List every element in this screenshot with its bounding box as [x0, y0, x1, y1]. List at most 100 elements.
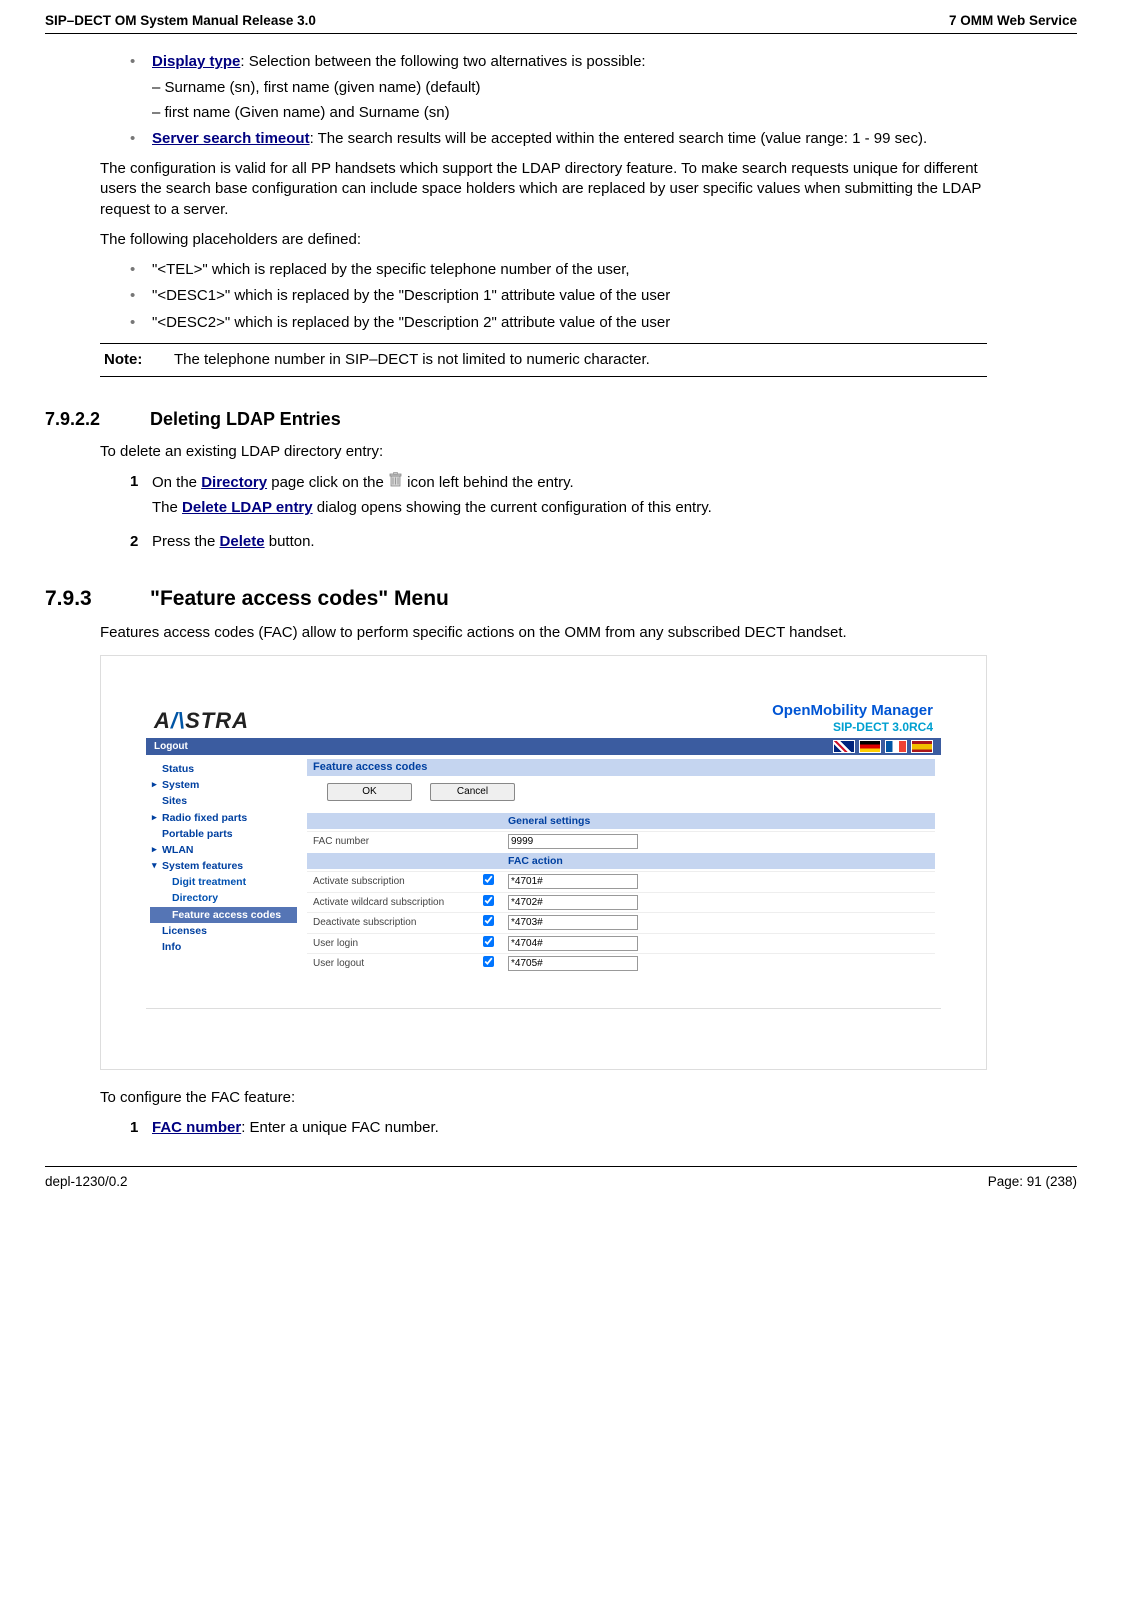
display-type-label: Display type — [152, 53, 240, 70]
fac-number-label: FAC number — [313, 835, 483, 849]
nav-status[interactable]: Status — [150, 761, 297, 777]
step1-line2b: dialog opens showing the current configu… — [313, 499, 712, 516]
activate-wildcard-label: Activate wildcard subscription — [313, 896, 483, 910]
fac-number-text: : Enter a unique FAC number. — [241, 1119, 439, 1136]
user-logout-label: User logout — [313, 957, 483, 971]
language-flags — [833, 740, 933, 753]
nav-licenses[interactable]: Licenses — [150, 923, 297, 939]
row-fac-number: FAC number — [307, 831, 935, 851]
activate-subscription-label: Activate subscription — [313, 875, 483, 889]
fac-number-input[interactable] — [508, 834, 638, 849]
trash-icon — [388, 472, 403, 494]
placeholder-tel: "<TEL>" which is replaced by the specifi… — [130, 260, 987, 280]
activate-wildcard-checkbox[interactable] — [483, 895, 494, 906]
step-number: 1 — [130, 1118, 138, 1138]
deleting-intro: To delete an existing LDAP directory ent… — [100, 442, 987, 462]
step2-text-b: button. — [265, 533, 315, 550]
main-panel: Feature access codes OK Cancel General s… — [301, 755, 941, 1008]
page-header: SIP–DECT OM System Manual Release 3.0 7 … — [45, 12, 1077, 34]
omm-header: A/\STRA OpenMobility Manager SIP-DECT 3.… — [146, 701, 941, 737]
header-left: SIP–DECT OM System Manual Release 3.0 — [45, 12, 316, 30]
flag-uk-icon[interactable] — [833, 740, 855, 753]
bullet-display-type: Display type: Selection between the foll… — [130, 52, 987, 123]
configure-intro: To configure the FAC feature: — [100, 1088, 987, 1108]
fac-intro: Features access codes (FAC) allow to per… — [100, 623, 987, 643]
server-timeout-label: Server search timeout — [152, 130, 310, 147]
step2-text-a: Press the — [152, 533, 220, 550]
deactivate-subscription-input[interactable] — [508, 915, 638, 930]
panel-title: Feature access codes — [307, 759, 935, 776]
bullet-server-timeout: Server search timeout: The search result… — [130, 129, 987, 149]
flag-es-icon[interactable] — [911, 740, 933, 753]
omm-title-line2: SIP-DECT 3.0RC4 — [772, 719, 933, 735]
delete-ldap-link: Delete LDAP entry — [182, 499, 313, 516]
activate-subscription-checkbox[interactable] — [483, 874, 494, 885]
row-activate-subscription: Activate subscription — [307, 871, 935, 892]
section-number-7922: 7.9.2.2 — [45, 407, 150, 431]
deactivate-subscription-label: Deactivate subscription — [313, 916, 483, 930]
omm-title-line1: OpenMobility Manager — [772, 701, 933, 721]
flag-de-icon[interactable] — [859, 740, 881, 753]
nav-sites[interactable]: Sites — [150, 793, 297, 809]
fac-number-ref: FAC number — [152, 1119, 241, 1136]
step-1-fac: 1 FAC number: Enter a unique FAC number. — [130, 1118, 987, 1138]
nav-sidebar: Status System Sites Radio fixed parts Po… — [146, 755, 301, 1008]
user-login-input[interactable] — [508, 936, 638, 951]
display-type-text: : Selection between the following two al… — [240, 53, 645, 70]
section-title-793: "Feature access codes" Menu — [150, 585, 449, 613]
section-title-7922: Deleting LDAP Entries — [150, 407, 341, 431]
nav-rfp[interactable]: Radio fixed parts — [150, 810, 297, 826]
step-2-delete: 2 Press the Delete button. — [130, 532, 987, 552]
delete-button-ref: Delete — [220, 533, 265, 550]
display-opt2: – first name (Given name) and Surname (s… — [152, 103, 987, 123]
nav-portable-parts[interactable]: Portable parts — [150, 826, 297, 842]
row-user-login: User login — [307, 933, 935, 954]
step-number: 2 — [130, 532, 138, 552]
step-1-delete: 1 On the Directory page click on the ico… — [130, 472, 987, 519]
placeholders-intro: The following placeholders are defined: — [100, 230, 987, 250]
config-paragraph: The configuration is valid for all PP ha… — [100, 159, 987, 220]
user-login-label: User login — [313, 937, 483, 951]
row-user-logout: User logout — [307, 953, 935, 974]
nav-feature-access-codes[interactable]: Feature access codes — [150, 907, 297, 923]
step1-line2a: The — [152, 499, 182, 516]
step1-text-c: icon left behind the entry. — [403, 474, 574, 491]
page-footer: depl-1230/0.2 Page: 91 (238) — [45, 1166, 1077, 1191]
directory-link: Directory — [201, 474, 267, 491]
fac-action-heading: FAC action — [508, 854, 563, 868]
step1-text-b: page click on the — [267, 474, 388, 491]
logout-link[interactable]: Logout — [154, 740, 188, 754]
ok-button[interactable]: OK — [327, 783, 412, 801]
nav-wlan[interactable]: WLAN — [150, 842, 297, 858]
section-number-793: 7.9.3 — [45, 585, 150, 613]
row-activate-wildcard: Activate wildcard subscription — [307, 892, 935, 913]
activate-wildcard-input[interactable] — [508, 895, 638, 910]
display-opt1: – Surname (sn), first name (given name) … — [152, 78, 987, 98]
cancel-button[interactable]: Cancel — [430, 783, 515, 801]
fac-screenshot: A/\STRA OpenMobility Manager SIP-DECT 3.… — [100, 655, 987, 1070]
general-settings-heading: General settings — [508, 814, 590, 828]
nav-system-features[interactable]: System features — [150, 858, 297, 874]
step-number: 1 — [130, 472, 138, 492]
deactivate-subscription-checkbox[interactable] — [483, 915, 494, 926]
note-text: The telephone number in SIP–DECT is not … — [174, 350, 650, 370]
nav-digit-treatment[interactable]: Digit treatment — [150, 874, 297, 890]
server-timeout-text: : The search results will be accepted wi… — [310, 130, 928, 147]
nav-directory[interactable]: Directory — [150, 890, 297, 906]
user-login-checkbox[interactable] — [483, 936, 494, 947]
footer-right: Page: 91 (238) — [988, 1173, 1077, 1191]
nav-info[interactable]: Info — [150, 939, 297, 955]
flag-fr-icon[interactable] — [885, 740, 907, 753]
aastra-logo: A/\STRA — [154, 706, 249, 736]
placeholder-desc2: "<DESC2>" which is replaced by the "Desc… — [130, 313, 987, 333]
user-logout-input[interactable] — [508, 956, 638, 971]
user-logout-checkbox[interactable] — [483, 956, 494, 967]
header-right: 7 OMM Web Service — [949, 12, 1077, 30]
activate-subscription-input[interactable] — [508, 874, 638, 889]
placeholder-desc1: "<DESC1>" which is replaced by the "Desc… — [130, 286, 987, 306]
row-deactivate-subscription: Deactivate subscription — [307, 912, 935, 933]
nav-system[interactable]: System — [150, 777, 297, 793]
note-label: Note: — [104, 350, 174, 370]
omm-title: OpenMobility Manager SIP-DECT 3.0RC4 — [772, 701, 933, 735]
note-box: Note: The telephone number in SIP–DECT i… — [100, 343, 987, 377]
